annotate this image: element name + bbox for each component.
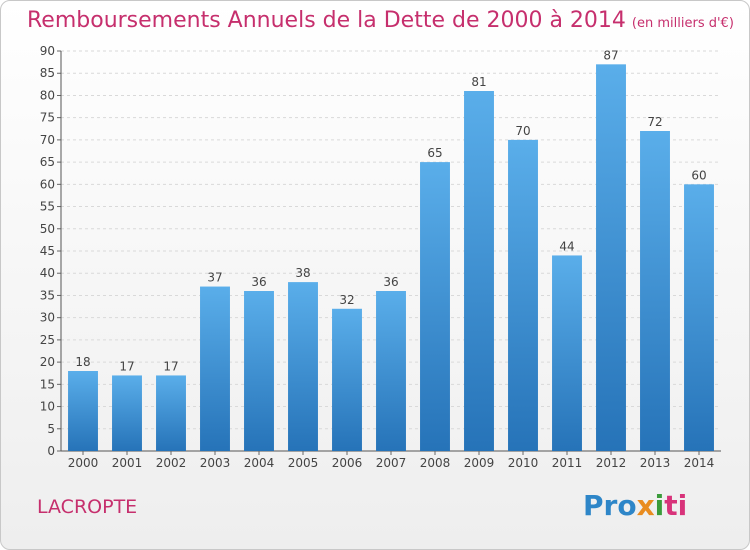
x-tick-label-2008: 2008 [420,456,451,470]
data-label-2009: 81 [471,75,486,89]
y-tick-label: 70 [40,133,55,147]
y-tick-label: 65 [40,155,55,169]
bar-2003 [200,286,230,451]
x-tick-label-2007: 2007 [376,456,407,470]
data-label-2008: 65 [427,146,442,160]
y-tick-label: 0 [47,444,55,458]
bar-2001 [112,375,142,451]
y-tick-label: 25 [40,333,55,347]
y-tick-label: 80 [40,88,55,102]
logo-part-4: ti [664,489,688,522]
x-tick-label-2012: 2012 [596,456,627,470]
data-label-2003: 37 [207,271,222,285]
data-label-2006: 32 [339,293,354,307]
bar-2008 [420,162,450,451]
bar-2011 [552,255,582,451]
x-tick-label-2010: 2010 [508,456,539,470]
commune-name: LACROPTE [37,496,138,518]
y-tick-label: 45 [40,244,55,258]
data-label-2007: 36 [383,275,398,289]
data-label-2004: 36 [251,275,266,289]
x-tick-label-2014: 2014 [684,456,715,470]
bar-2014 [684,184,714,452]
data-label-2001: 17 [119,359,134,373]
x-tick-label-2002: 2002 [156,456,187,470]
logo-part-3: i [654,489,665,522]
y-tick-label: 55 [40,200,55,214]
chart-title-text: Remboursements Annuels de la Dette de 20… [27,8,626,33]
bar-2002 [156,375,186,451]
y-tick-label: 30 [40,311,55,325]
chart-title: Remboursements Annuels de la Dette de 20… [27,8,734,33]
y-tick-label: 35 [40,288,55,302]
x-tick-label-2005: 2005 [288,456,319,470]
y-tick-label: 50 [40,222,55,236]
x-tick-label-2001: 2001 [112,456,143,470]
data-label-2011: 44 [559,239,574,253]
x-tick-label-2006: 2006 [332,456,363,470]
bar-2007 [376,291,406,451]
x-tick-label-2000: 2000 [68,456,99,470]
y-tick-label: 10 [40,400,55,414]
data-label-2002: 17 [163,359,178,373]
proxiti-logo: Proxiti [583,489,687,522]
y-tick-label: 85 [40,66,55,80]
chart-unit: (en milliers d'€) [631,16,734,31]
bar-2000 [68,371,98,451]
y-tick-label: 75 [40,111,55,125]
y-tick-label: 15 [40,377,55,391]
bar-2010 [508,139,538,451]
data-label-2012: 87 [603,48,618,62]
x-tick-label-2013: 2013 [640,456,671,470]
y-tick-label: 90 [40,44,55,58]
y-tick-label: 5 [47,422,55,436]
data-label-2010: 70 [515,124,530,138]
logo-part-2: x [636,489,655,522]
bar-2009 [464,91,494,451]
bar-2004 [244,291,274,451]
bar-2012 [596,64,626,452]
x-tick-label-2004: 2004 [244,456,275,470]
data-label-2000: 18 [75,355,90,369]
x-tick-label-2003: 2003 [200,456,231,470]
data-label-2014: 60 [691,168,706,182]
y-tick-label: 60 [40,177,55,191]
y-tick-label: 40 [40,266,55,280]
bar-2005 [288,282,318,451]
bar-2013 [640,131,670,451]
logo-part-1: Pro [583,489,637,522]
y-tick-label: 20 [40,355,55,369]
data-label-2013: 72 [647,115,662,129]
bar-2006 [332,308,362,451]
x-tick-label-2009: 2009 [464,456,495,470]
x-tick-label-2011: 2011 [552,456,583,470]
data-label-2005: 38 [295,266,310,280]
